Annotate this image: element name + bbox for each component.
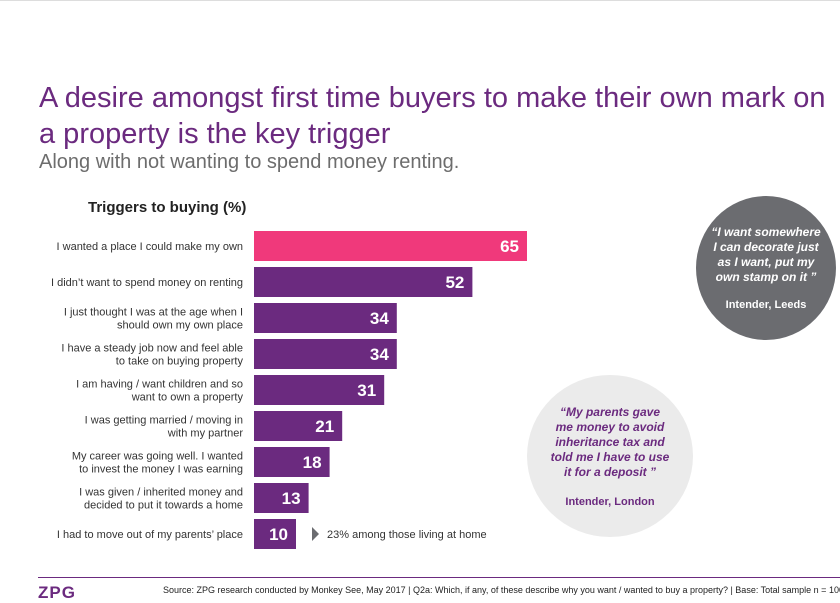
data-label: 52: [445, 273, 464, 292]
data-label: 34: [370, 345, 389, 364]
category-label: My career was going well. I wanted to inv…: [72, 451, 243, 476]
bar: [254, 447, 330, 477]
bar: [254, 519, 296, 549]
data-label: 10: [269, 525, 288, 544]
bar: [254, 303, 397, 333]
chart-title: Triggers to buying (%): [88, 199, 247, 216]
data-label: 21: [315, 417, 334, 436]
category-label: I have a steady job now and feel able to …: [61, 343, 243, 368]
category-label: I was getting married / moving in with my…: [85, 415, 244, 440]
quote-text: “My parents gave me money to avoid inher…: [550, 404, 670, 479]
category-label: I had to move out of my parents’ place: [57, 529, 243, 541]
page-title: A desire amongst first time buyers to ma…: [39, 82, 826, 150]
quote-attribution: Intender, London: [565, 495, 655, 508]
annotation-arrow-icon: [312, 527, 319, 541]
quote-text: “I want somewhere I can decorate just as…: [711, 225, 821, 284]
category-label: I was given / inherited money and decided…: [79, 487, 243, 512]
page-subtitle: Along with not wanting to spend money re…: [39, 151, 460, 173]
bar: [254, 483, 309, 513]
data-label: 13: [282, 489, 301, 508]
data-label: 31: [357, 381, 376, 400]
top-divider: [0, 0, 840, 1]
category-label: I didn’t want to spend money on renting: [51, 277, 243, 289]
footer-divider: [38, 577, 840, 578]
bar: [254, 375, 385, 405]
quote-bubble-leeds: “I want somewhere I can decorate just as…: [696, 196, 836, 340]
data-label: 65: [500, 237, 519, 256]
bar: [254, 339, 397, 369]
zpg-logo: ZPG: [38, 583, 76, 602]
category-label: I wanted a place I could make my own: [57, 241, 243, 253]
quote-attribution: Intender, Leeds: [725, 299, 807, 311]
data-label: 18: [303, 453, 322, 472]
bar: [254, 411, 343, 441]
quote-bubble-london: “My parents gave me money to avoid inher…: [527, 375, 693, 537]
category-label: I am having / want children and so want t…: [76, 379, 243, 404]
annotation-text: 23% among those living at home: [327, 529, 487, 541]
bar: [254, 267, 473, 297]
source-note: Source: ZPG research conducted by Monkey…: [163, 585, 840, 595]
data-label: 34: [370, 309, 389, 328]
bar: [254, 231, 527, 261]
